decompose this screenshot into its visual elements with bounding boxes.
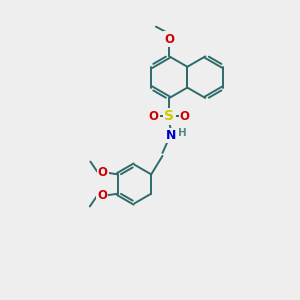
Text: S: S — [164, 110, 174, 123]
Text: O: O — [97, 189, 107, 202]
Text: O: O — [164, 33, 174, 46]
Text: O: O — [180, 110, 190, 123]
Text: H: H — [178, 128, 187, 138]
Text: N: N — [166, 129, 176, 142]
Text: O: O — [149, 110, 159, 123]
Text: O: O — [98, 167, 108, 179]
